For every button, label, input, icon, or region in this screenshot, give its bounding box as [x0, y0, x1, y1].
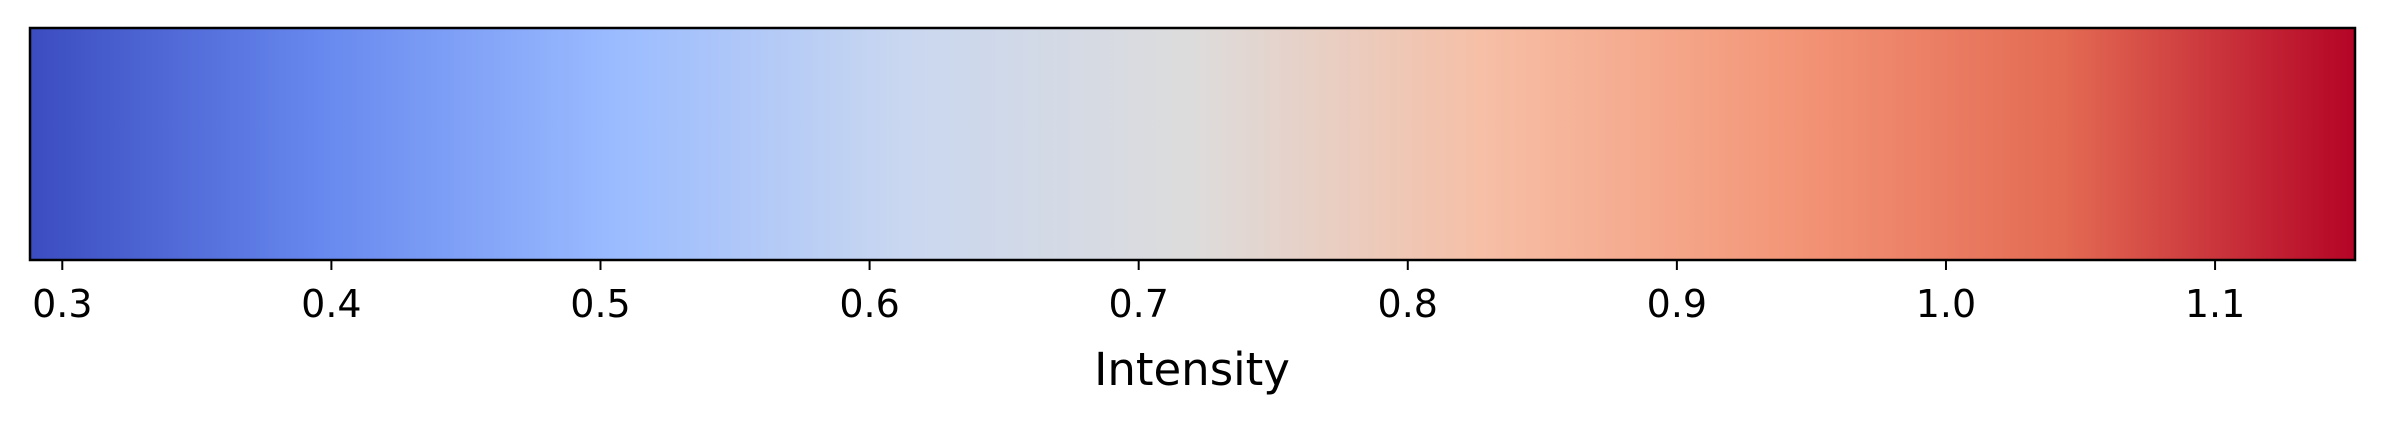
x-axis-label: Intensity [1094, 343, 1290, 396]
x-tick-label: 0.8 [1378, 282, 1438, 326]
x-tick-label: 0.6 [839, 282, 899, 326]
x-tick-label: 0.3 [32, 282, 92, 326]
x-tick-label: 0.7 [1108, 282, 1168, 326]
x-tick-label: 0.5 [570, 282, 630, 326]
x-tick-label: 0.9 [1647, 282, 1707, 326]
colorbar-frame [28, 26, 2357, 262]
x-tick-label: 0.4 [301, 282, 361, 326]
x-tick-label: 1.1 [2185, 282, 2245, 326]
colorbar-gradient [30, 28, 2355, 260]
tick-group: 0.3 0.4 0.5 0.6 0.7 0.8 0.9 1.0 1.1 [32, 260, 2245, 326]
x-tick-label: 1.0 [1916, 282, 1976, 326]
